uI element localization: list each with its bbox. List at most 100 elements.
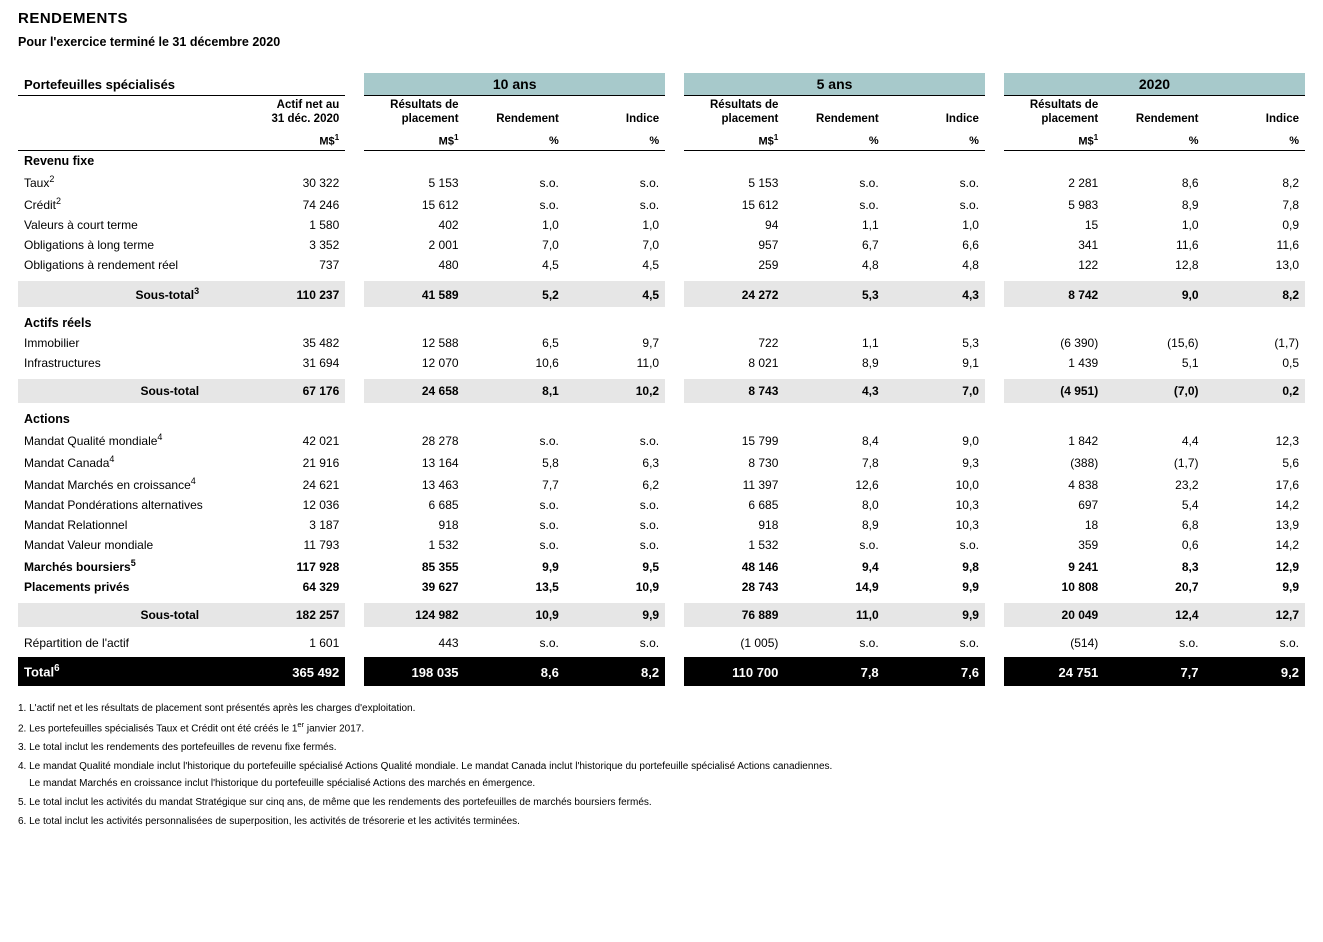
cell-resultats: 1 532 (684, 535, 784, 555)
cell-resultats: 5 153 (684, 171, 784, 193)
cell-resultats: 918 (684, 515, 784, 535)
cell-resultats: 124 982 (364, 603, 464, 627)
row-label: Infrastructures (18, 353, 229, 373)
cell-indice: 7,0 (885, 379, 985, 403)
total-row: Total6365 492198 0358,68,2110 7007,87,62… (18, 657, 1305, 685)
cell-resultats: 28 278 (364, 429, 464, 451)
cell-actif: 3 187 (229, 515, 345, 535)
col-indice-5y: Indice (885, 96, 985, 130)
cell-resultats: 20 049 (1004, 603, 1104, 627)
cell-resultats: 957 (684, 235, 784, 255)
cell-rendement: 8,9 (784, 353, 884, 373)
cell-rendement: 13,5 (465, 577, 565, 597)
cell-indice: 4,5 (565, 281, 665, 307)
unit-5y-res: M$1 (684, 130, 784, 151)
cell-indice: 12,7 (1205, 603, 1305, 627)
cell-rendement: 7,8 (784, 657, 884, 685)
cell-rendement: 5,8 (465, 451, 565, 473)
cell-indice: 9,9 (885, 603, 985, 627)
table-row: Obligations à rendement réel7374804,54,5… (18, 255, 1305, 275)
cell-rendement: 1,0 (465, 215, 565, 235)
cell-resultats: 8 742 (1004, 281, 1104, 307)
cell-resultats: 8 743 (684, 379, 784, 403)
cell-resultats: 11 397 (684, 473, 784, 495)
cell-rendement: 5,1 (1104, 353, 1204, 373)
table-row: Taux230 3225 153s.o.s.o.5 153s.o.s.o.2 2… (18, 171, 1305, 193)
cell-resultats: (514) (1004, 633, 1104, 653)
cell-rendement: s.o. (784, 193, 884, 215)
cell-rendement: (15,6) (1104, 333, 1204, 353)
cell-resultats: 9 241 (1004, 555, 1104, 577)
table-row: Valeurs à court terme1 5804021,01,0941,1… (18, 215, 1305, 235)
cell-resultats: 24 751 (1004, 657, 1104, 685)
row-label: Valeurs à court terme (18, 215, 229, 235)
cell-actif: 365 492 (229, 657, 345, 685)
cell-indice: 4,8 (885, 255, 985, 275)
cell-resultats: 259 (684, 255, 784, 275)
cell-resultats: 94 (684, 215, 784, 235)
cell-rendement: 8,3 (1104, 555, 1204, 577)
cell-indice: 14,2 (1205, 535, 1305, 555)
cell-actif: 737 (229, 255, 345, 275)
cell-actif: 74 246 (229, 193, 345, 215)
cell-indice: 7,0 (565, 235, 665, 255)
row-label: Placements privés (18, 577, 229, 597)
cell-indice: s.o. (885, 171, 985, 193)
section-label: Portefeuilles spécialisés (18, 73, 345, 96)
cell-resultats: 359 (1004, 535, 1104, 555)
cell-indice: 9,8 (885, 555, 985, 577)
table-row: Placements privés64 32939 62713,510,928 … (18, 577, 1305, 597)
unit-5y-ind: % (885, 130, 985, 151)
cell-rendement: 8,0 (784, 495, 884, 515)
cell-resultats: 480 (364, 255, 464, 275)
cell-indice: 0,2 (1205, 379, 1305, 403)
table-row: Immobilier35 48212 5886,59,77221,15,3(6 … (18, 333, 1305, 353)
subtotal-label: Sous-total (18, 603, 229, 627)
cell-resultats: 4 838 (1004, 473, 1104, 495)
cell-rendement: 23,2 (1104, 473, 1204, 495)
footnotes: 1. L'actif net et les résultats de place… (18, 700, 1305, 830)
cell-indice: 12,3 (1205, 429, 1305, 451)
unit-actif: M$1 (229, 130, 345, 151)
cell-resultats: 110 700 (684, 657, 784, 685)
cell-actif: 42 021 (229, 429, 345, 451)
row-label: Mandat Canada4 (18, 451, 229, 473)
table-row: Mandat Marchés en croissance424 62113 46… (18, 473, 1305, 495)
table-row: Infrastructures31 69412 07010,611,08 021… (18, 353, 1305, 373)
cell-indice: 5,6 (1205, 451, 1305, 473)
footnote: 4. Le mandat Qualité mondiale inclut l'h… (18, 758, 1305, 792)
cell-rendement: 8,6 (1104, 171, 1204, 193)
cell-indice: 9,5 (565, 555, 665, 577)
cell-resultats: 15 799 (684, 429, 784, 451)
cell-rendement: 4,4 (1104, 429, 1204, 451)
cell-rendement: 6,8 (1104, 515, 1204, 535)
cell-actif: 31 694 (229, 353, 345, 373)
unit-2020-ind: % (1205, 130, 1305, 151)
cell-resultats: 15 612 (364, 193, 464, 215)
cell-resultats: 722 (684, 333, 784, 353)
cell-indice: s.o. (1205, 633, 1305, 653)
cell-rendement: s.o. (784, 633, 884, 653)
header-row-units: M$1 M$1 % % M$1 % % M$1 % % (18, 130, 1305, 151)
cell-rendement: s.o. (465, 515, 565, 535)
cell-actif: 3 352 (229, 235, 345, 255)
cell-indice: s.o. (565, 633, 665, 653)
row-label: Répartition de l'actif (18, 633, 229, 653)
cell-resultats: 8 021 (684, 353, 784, 373)
table-body: Revenu fixeTaux230 3225 153s.o.s.o.5 153… (18, 151, 1305, 686)
cell-resultats: (4 951) (1004, 379, 1104, 403)
cell-indice: s.o. (565, 495, 665, 515)
cell-rendement: s.o. (465, 193, 565, 215)
row-label: Mandat Qualité mondiale4 (18, 429, 229, 451)
cell-rendement: 7,7 (1104, 657, 1204, 685)
table-row: Mandat Canada421 91613 1645,86,38 7307,8… (18, 451, 1305, 473)
cell-actif: 64 329 (229, 577, 345, 597)
cell-rendement: s.o. (784, 535, 884, 555)
cell-actif: 117 928 (229, 555, 345, 577)
cell-rendement: 12,6 (784, 473, 884, 495)
cell-resultats: (1 005) (684, 633, 784, 653)
cell-indice: 0,9 (1205, 215, 1305, 235)
cell-resultats: 10 808 (1004, 577, 1104, 597)
cell-indice: 8,2 (1205, 171, 1305, 193)
cell-rendement: 8,1 (465, 379, 565, 403)
